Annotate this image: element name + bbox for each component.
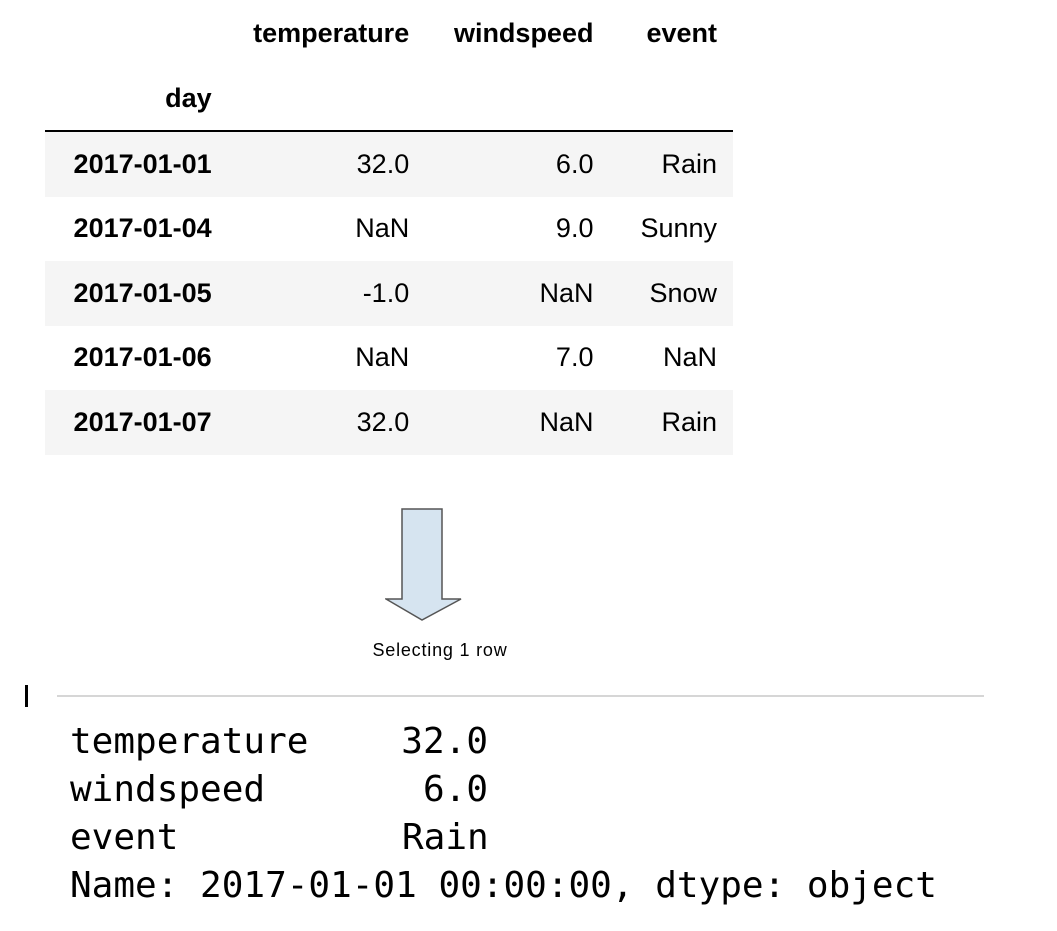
column-header-temperature: temperature	[253, 17, 410, 48]
event-cell: NaN	[662, 342, 717, 373]
dataframe-table: temperature windspeed event day 2017-01-…	[45, 0, 733, 455]
column-header-windspeed: windspeed	[453, 17, 594, 48]
index-name-header: day	[165, 82, 212, 113]
down-arrow-shape	[385, 508, 462, 621]
series-output: temperature 32.0 windspeed 6.0 event Rain N…	[70, 718, 937, 910]
row-index-cell: 2017-01-04	[73, 213, 212, 244]
output-line: windspeed 6.0	[70, 766, 937, 814]
windspeed-cell: 6.0	[555, 148, 594, 179]
temperature-cell: 32.0	[356, 406, 410, 437]
column-header-row: temperature windspeed event	[45, 0, 733, 66]
temperature-cell: 32.0	[356, 148, 410, 179]
output-value: Rain	[402, 817, 489, 858]
column-header-event: event	[646, 17, 717, 48]
temperature-cell: NaN	[355, 213, 410, 244]
text-cursor	[25, 685, 28, 707]
down-arrow-icon	[385, 508, 462, 621]
output-divider	[57, 695, 984, 697]
windspeed-cell: 7.0	[555, 342, 594, 373]
event-cell: Rain	[661, 406, 717, 437]
temperature-cell: NaN	[355, 342, 410, 373]
row-index-cell: 2017-01-01	[73, 148, 212, 179]
row-index-cell: 2017-01-07	[73, 406, 212, 437]
windspeed-cell: NaN	[539, 277, 594, 308]
index-header-row: day	[45, 66, 733, 131]
arrow-caption: Selecting 1 row	[372, 640, 508, 660]
output-footer: Name: 2017-01-01 00:00:00, dtype: object	[70, 865, 937, 906]
windspeed-cell: NaN	[539, 406, 594, 437]
row-index-cell: 2017-01-05	[73, 277, 212, 308]
output-key: temperature	[70, 721, 309, 762]
output-line: temperature 32.0	[70, 718, 937, 766]
row-index-cell: 2017-01-06	[73, 342, 212, 373]
output-line: event Rain	[70, 814, 937, 862]
table-row: 2017-01-05 -1.0 NaN Snow	[45, 261, 733, 326]
event-cell: Snow	[649, 277, 717, 308]
output-key: event	[70, 817, 179, 858]
table-row: 2017-01-07 32.0 NaN Rain	[45, 390, 733, 455]
windspeed-cell: 9.0	[555, 213, 594, 244]
output-value: 6.0	[422, 769, 488, 810]
temperature-cell: -1.0	[362, 277, 410, 308]
event-cell: Sunny	[640, 213, 717, 244]
event-cell: Rain	[661, 148, 717, 179]
output-key: windspeed	[70, 769, 266, 810]
table-row: 2017-01-06 NaN 7.0 NaN	[45, 325, 733, 390]
table-row: 2017-01-04 NaN 9.0 Sunny	[45, 196, 733, 261]
blank-header-cell	[45, 0, 228, 66]
table-row: 2017-01-01 32.0 6.0 Rain	[45, 131, 733, 197]
output-value: 32.0	[401, 721, 488, 762]
